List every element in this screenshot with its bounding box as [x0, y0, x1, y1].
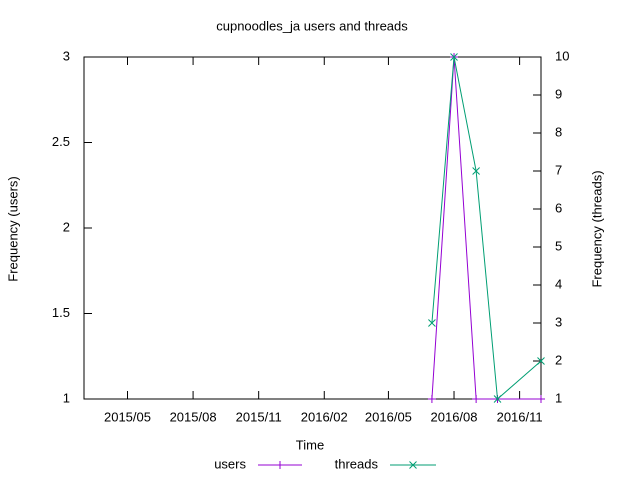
chart-title: cupnoodles_ja users and threads [216, 18, 408, 33]
legend-marker [409, 461, 417, 469]
legend-marker [276, 461, 284, 469]
y-tick-label: 2.5 [52, 134, 70, 149]
y2-tick-label: 9 [555, 86, 562, 101]
y2-tick-label: 5 [555, 238, 562, 253]
point-marker [472, 395, 481, 403]
y2-tick-label: 1 [555, 390, 562, 405]
x-axis-label: Time [296, 437, 324, 452]
y-tick-label: 2 [63, 219, 70, 234]
point-marker [472, 167, 480, 175]
legend-label: threads [335, 456, 379, 471]
point-marker [428, 319, 436, 327]
point-marker [493, 395, 502, 403]
x-tick-label: 2016/05 [365, 409, 412, 424]
point-marker [450, 53, 458, 61]
x-tick-label: 2015/11 [236, 409, 282, 424]
y2-tick-label: 2 [555, 352, 562, 367]
y-axis-label: Frequency (users) [5, 176, 20, 281]
point-marker [537, 357, 545, 365]
y2-axis-label: Frequency (threads) [589, 170, 604, 287]
y2-tick-label: 6 [555, 200, 562, 215]
y2-tick-label: 8 [555, 124, 562, 139]
x-tick-label: 2016/08 [431, 409, 478, 424]
y-tick-label: 1 [63, 390, 70, 405]
legend-label: users [214, 456, 246, 471]
y2-tick-label: 10 [555, 48, 569, 63]
y-tick-label: 3 [63, 48, 70, 63]
x-tick-label: 2015/05 [104, 409, 151, 424]
x-tick-label: 2016/11 [497, 409, 543, 424]
y2-tick-label: 7 [555, 162, 562, 177]
series-line [431, 56, 541, 400]
y2-tick-label: 4 [555, 276, 562, 291]
x-tick-label: 2015/08 [170, 409, 217, 424]
x-tick-label: 2016/02 [301, 409, 348, 424]
y-tick-label: 1.5 [52, 305, 70, 320]
y2-tick-label: 3 [555, 314, 562, 329]
point-marker [537, 395, 545, 403]
series-line [431, 56, 542, 401]
point-marker [427, 395, 436, 403]
